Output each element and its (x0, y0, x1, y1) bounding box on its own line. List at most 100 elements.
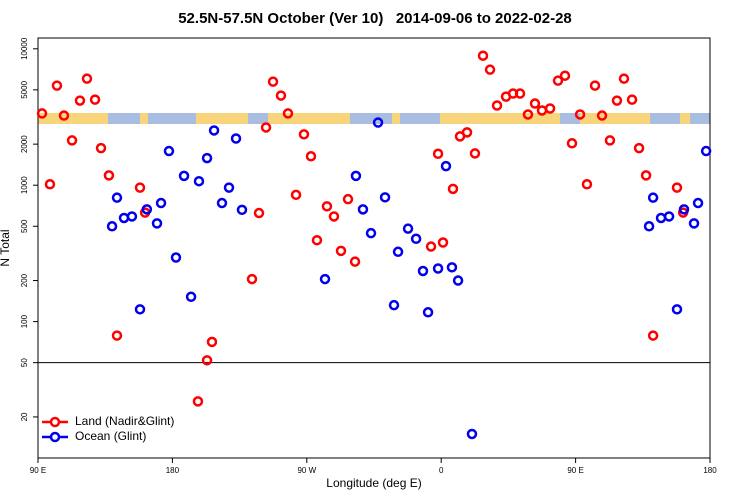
y-tick-label: 500 (20, 219, 29, 233)
point (305, 151, 317, 162)
point (552, 75, 564, 86)
point (688, 218, 700, 229)
point (282, 108, 294, 119)
chart-title: 52.5N-57.5N October (Ver 10) 2014-09-06 … (178, 10, 572, 27)
point (522, 109, 534, 120)
legend-marker (49, 416, 61, 428)
point (201, 355, 213, 366)
y-tick-label: 2000 (20, 135, 29, 153)
point (134, 304, 146, 315)
y-tick-label: 50 (20, 358, 29, 367)
y-tick-label: 20 (20, 412, 29, 421)
point (36, 108, 48, 119)
point (134, 182, 146, 193)
legend-label: Ocean (Glint) (75, 429, 146, 443)
point (246, 273, 258, 285)
x-tick-label: 0 (439, 466, 444, 475)
point (544, 103, 556, 114)
point (290, 189, 302, 201)
point (633, 142, 645, 154)
point (452, 275, 464, 286)
point (491, 100, 503, 111)
point (663, 211, 675, 222)
point (335, 245, 347, 257)
point (260, 122, 272, 133)
point (402, 223, 414, 234)
point (422, 307, 434, 318)
point (236, 204, 248, 216)
point (655, 212, 667, 224)
point (574, 109, 586, 120)
point (581, 179, 593, 190)
point (466, 428, 478, 440)
point (126, 211, 138, 222)
point (95, 142, 107, 154)
y-tick-label: 5000 (20, 80, 29, 98)
point (44, 179, 56, 190)
point (372, 117, 384, 128)
point (170, 252, 182, 263)
point (192, 396, 204, 407)
point (700, 145, 712, 157)
point (321, 201, 333, 212)
legend-marker (49, 431, 61, 443)
point (536, 105, 548, 116)
point (267, 76, 279, 87)
point (298, 129, 310, 140)
x-tick-label: 180 (703, 466, 717, 475)
point (178, 170, 190, 182)
point (89, 94, 101, 105)
point (111, 330, 123, 341)
point (678, 204, 690, 215)
point (379, 192, 391, 203)
point (230, 133, 242, 144)
point (118, 212, 130, 224)
y-tick-label: 10000 (20, 37, 29, 60)
point (223, 182, 235, 193)
point (155, 197, 167, 209)
point (388, 299, 400, 311)
point (193, 175, 205, 187)
point (275, 90, 287, 101)
x-tick-label: 90 E (567, 466, 583, 475)
point (440, 160, 452, 172)
point (392, 246, 404, 258)
point (618, 73, 630, 84)
point (671, 304, 683, 315)
point (437, 237, 449, 248)
point (51, 80, 63, 91)
plot-frame (37, 37, 711, 459)
point (357, 204, 369, 215)
point (469, 148, 481, 159)
point (692, 197, 704, 209)
point (151, 218, 163, 229)
map-band (38, 113, 710, 124)
point (342, 193, 354, 205)
point (106, 221, 118, 232)
point (328, 211, 340, 222)
point (103, 170, 115, 181)
x-axis-label: Longitude (deg E) (326, 476, 421, 490)
point (417, 265, 429, 277)
point (529, 98, 541, 109)
point (566, 138, 578, 149)
point (253, 207, 265, 219)
point (365, 227, 377, 239)
point (559, 70, 571, 81)
point (319, 273, 331, 285)
point (206, 336, 218, 348)
point (208, 125, 220, 136)
x-tick-label: 180 (166, 466, 180, 475)
point (643, 221, 655, 232)
point (611, 95, 623, 106)
point (461, 127, 473, 138)
point (81, 73, 93, 84)
point (671, 182, 683, 193)
y-tick-label: 200 (20, 273, 29, 287)
point (596, 110, 608, 121)
point (432, 148, 444, 160)
point (446, 262, 458, 273)
legend-label: Land (Nadir&Glint) (75, 414, 174, 428)
point (201, 152, 213, 164)
point (477, 50, 489, 61)
